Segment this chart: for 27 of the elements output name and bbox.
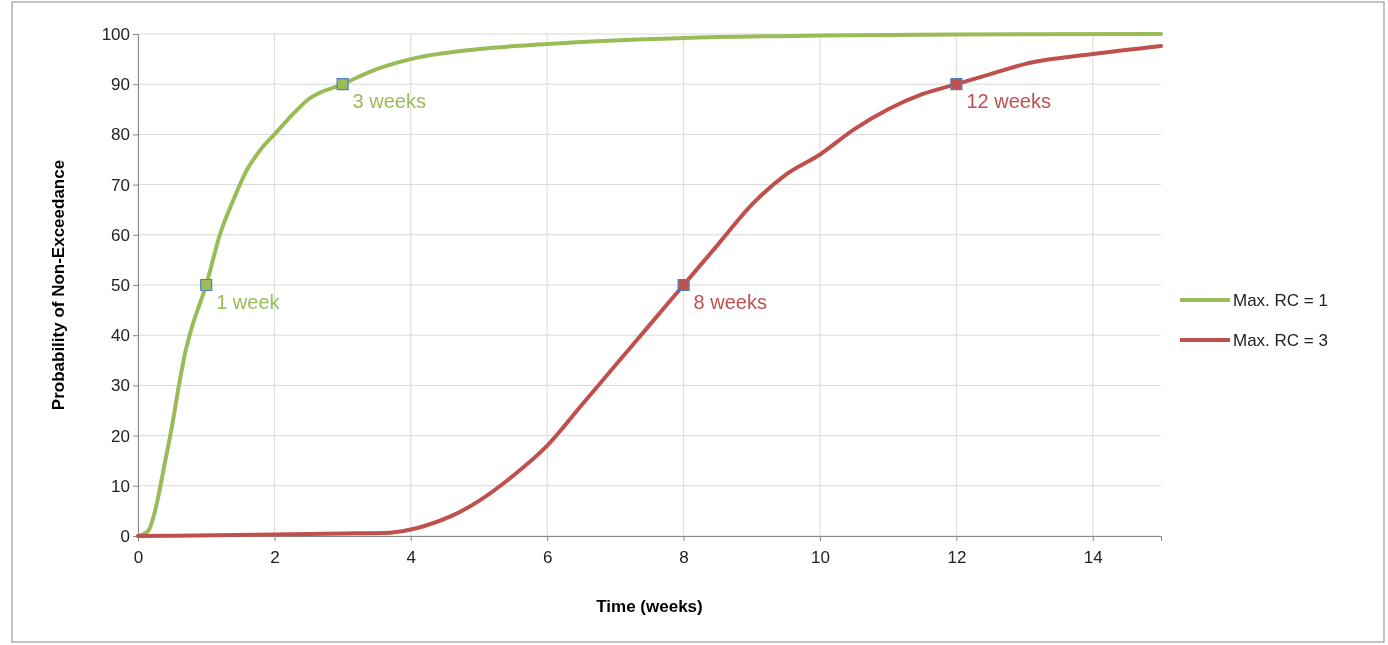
x-tick-label: 4 xyxy=(406,547,417,567)
y-tick-label: 40 xyxy=(111,326,130,346)
y-tick-label: 30 xyxy=(111,376,130,396)
annotation: 12 weeks xyxy=(966,90,1051,113)
x-tick-label: 10 xyxy=(811,547,830,567)
y-tick-label: 80 xyxy=(111,125,130,145)
y-tick-label: 70 xyxy=(111,175,130,195)
y-tick-label: 60 xyxy=(111,225,130,245)
y-tick-label: 50 xyxy=(111,275,130,295)
x-tick-label: 6 xyxy=(542,547,553,567)
x-tick-label: 12 xyxy=(947,547,967,567)
y-tick-label: 90 xyxy=(111,75,130,95)
legend-label: Max. RC = 3 xyxy=(1233,331,1328,350)
x-tick-label: 2 xyxy=(270,547,280,567)
y-tick-label: 0 xyxy=(120,526,130,546)
annotation: 1 week xyxy=(216,291,281,313)
x-tick-label: 14 xyxy=(1083,547,1103,567)
y-axis-title: Probability of Non-Exceedance xyxy=(49,159,68,411)
y-tick-label: 20 xyxy=(111,426,130,446)
x-tick-label: 0 xyxy=(133,547,144,567)
x-axis-title: Time (weeks) xyxy=(596,597,703,616)
y-tick-label: 10 xyxy=(111,476,130,496)
annotation: 8 weeks xyxy=(693,291,767,313)
x-tick-label: 8 xyxy=(679,547,689,567)
y-tick-label: 100 xyxy=(101,24,130,44)
annotation: 3 weeks xyxy=(352,90,426,113)
legend-label: Max. RC = 1 xyxy=(1233,291,1328,310)
